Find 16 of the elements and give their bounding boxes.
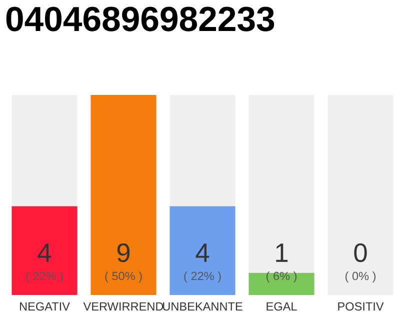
chart-title: 04046896982233 [6, 6, 274, 32]
data-label: 1 [276, 244, 288, 262]
x-tick-label: UNBEKANNTE [163, 302, 242, 311]
x-tick-label: NEGATIV [20, 302, 70, 311]
annotation: ( 22% ) [184, 271, 221, 282]
data-label: 9 [117, 243, 130, 262]
data-label: 4 [38, 244, 52, 262]
x-tick-label: VERWIRREND [83, 302, 164, 310]
x-tick-label: EGAL [266, 302, 297, 311]
x-tick-label: POSITIV [338, 302, 384, 311]
annotation: ( 50% ) [105, 271, 142, 282]
annotation: 0 [354, 243, 367, 262]
annotation: ( 6% ) [266, 271, 297, 282]
annotation: ( 22% ) [26, 271, 63, 282]
data-label: 4 [196, 244, 210, 262]
annotation: ( 0% ) [345, 271, 376, 282]
